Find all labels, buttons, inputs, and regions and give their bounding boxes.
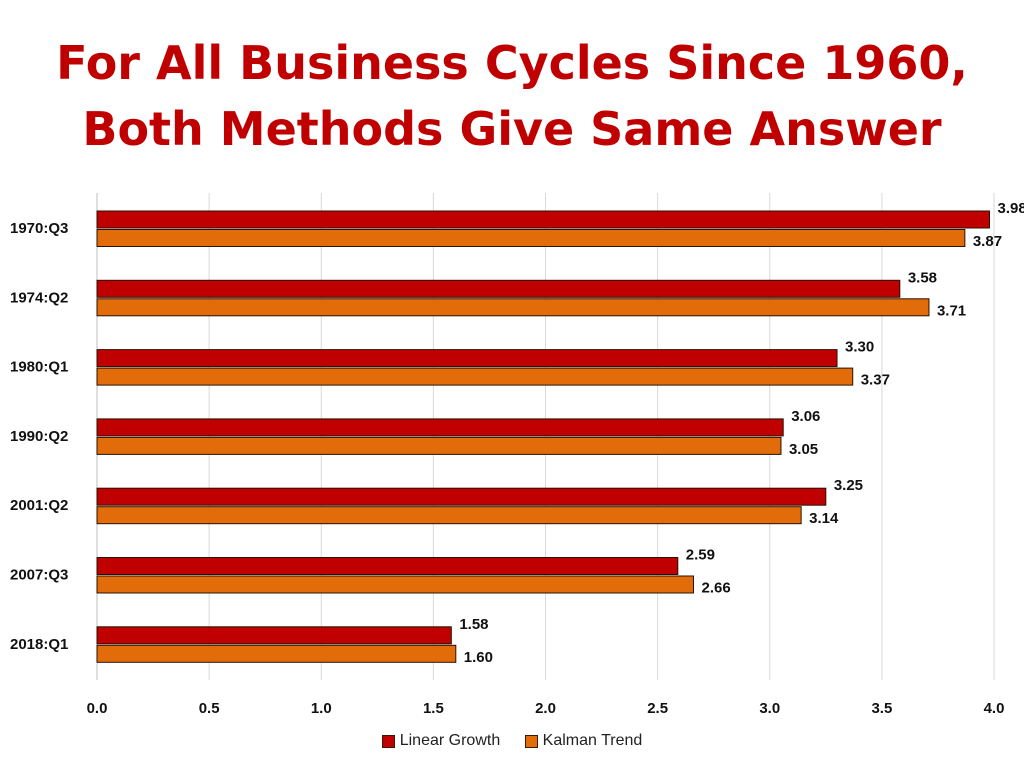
bar-linear-growth (96, 557, 679, 575)
bar-linear-growth (96, 418, 784, 437)
x-tick-label: 1.0 (311, 700, 332, 717)
legend-swatch-kalman-trend (524, 734, 538, 748)
bar-kalman-trend (96, 298, 930, 317)
x-tick-label: 4.0 (984, 700, 1005, 717)
x-tick-label: 2.5 (647, 700, 668, 717)
data-label: 1.58 (459, 616, 488, 633)
y-category-label: 2001:Q2 (10, 497, 68, 514)
legend-label-linear-growth: Linear Growth (399, 732, 501, 749)
x-tick-label: 3.5 (871, 700, 892, 717)
y-category-label: 2007:Q3 (10, 567, 68, 584)
data-label: 2.59 (686, 547, 715, 564)
y-category-label: 2018:Q1 (10, 636, 68, 653)
data-label: 2.66 (702, 580, 731, 597)
chart-title: For All Business Cycles Since 1960, Both… (0, 30, 1024, 162)
bar-linear-growth (96, 279, 901, 298)
bar-kalman-trend (96, 644, 457, 663)
legend-item-linear-growth: Linear Growth (381, 732, 501, 750)
data-label: 3.14 (809, 510, 839, 527)
x-tick-label: 1.5 (423, 700, 444, 717)
data-label: 3.87 (973, 233, 1002, 250)
x-tick-label: 2.0 (535, 700, 556, 717)
data-label: 1.60 (464, 649, 493, 666)
y-category-label: 1980:Q1 (10, 359, 68, 376)
y-category-label: 1970:Q3 (10, 220, 68, 237)
y-category-label: 1974:Q2 (10, 289, 68, 306)
bar-kalman-trend (96, 367, 854, 386)
chart-title-line-1: For All Business Cycles Since 1960, (56, 36, 968, 90)
y-category-label: 1990:Q2 (10, 428, 68, 445)
bar-linear-growth (96, 626, 452, 645)
data-label: 3.30 (845, 339, 874, 356)
bar-linear-growth (96, 210, 991, 229)
x-tick-label: 3.0 (759, 700, 780, 717)
bar-kalman-trend (96, 506, 802, 525)
data-label: 3.06 (791, 408, 820, 425)
bar-chart: 0.0 0.5 1.0 1.5 2.0 2.5 3.0 3.5 4.0 1970:Q3 3.98 3.… (10, 193, 1024, 717)
data-label: 3.05 (789, 441, 818, 458)
data-label: 3.25 (834, 477, 863, 494)
legend-label-kalman-trend: Kalman Trend (542, 732, 643, 749)
x-tick-label: 0.5 (199, 700, 220, 717)
data-label: 3.58 (908, 269, 937, 286)
legend-swatch-linear-growth (381, 734, 395, 748)
data-label: 3.71 (937, 302, 966, 319)
legend-item-kalman-trend: Kalman Trend (524, 732, 643, 750)
bar-linear-growth (96, 487, 827, 506)
bar-linear-growth (96, 349, 838, 368)
x-tick-label: 0.0 (87, 700, 108, 717)
bar-kalman-trend (96, 229, 966, 247)
chart-legend: Linear Growth Kalman Trend (0, 732, 1024, 753)
chart-title-line-2: Both Methods Give Same Answer (82, 102, 942, 156)
data-label: 3.37 (861, 372, 890, 389)
bar-kalman-trend (96, 575, 695, 594)
bar-kalman-trend (96, 436, 782, 455)
data-label: 3.98 (998, 200, 1024, 217)
